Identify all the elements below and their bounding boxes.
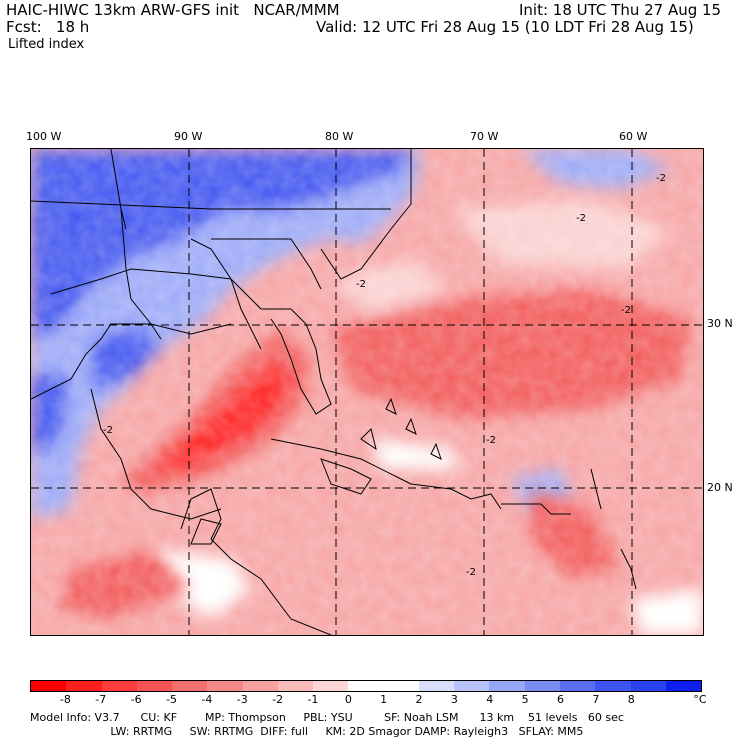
init-time: Init: 18 UTC Thu 27 Aug 15 [519,1,722,19]
color-bar-swatch [630,681,666,691]
map-canvas: -2 -2 -2 -2 -2 -2 -2 [31,149,703,635]
color-bar-swatch [66,681,102,691]
coastlines [31,149,637,635]
color-bar-label: -8 [59,693,71,706]
valid-time: Valid: 12 UTC Fri 28 Aug 15 (10 LDT Fri … [316,18,694,36]
color-bar-label: 0 [344,693,352,706]
lon-label-80w: 80 W [325,130,354,143]
color-bar-label: 5 [521,693,529,706]
color-bar-label: -1 [307,693,319,706]
contour-label: -2 [621,305,631,316]
color-bar-unit: °C [693,693,707,706]
color-bar-swatch [207,681,243,691]
color-bar-swatch [172,681,208,691]
lat-label-20n: 20 N [707,481,733,494]
color-bar-label: -7 [95,693,107,706]
lon-label-90w: 90 W [174,130,203,143]
color-bar-label: -3 [236,693,248,706]
color-bar-label: 8 [627,693,635,706]
color-bar-swatch [313,681,349,691]
color-bar-label: 4 [486,693,494,706]
color-bar-label: 1 [380,693,388,706]
field-texture [31,149,703,635]
color-bar-swatch [383,681,419,691]
color-bar-label: -5 [165,693,177,706]
color-bar-swatch [136,681,173,691]
lon-label-100w: 100 W [26,130,62,143]
color-bar-swatch [277,681,314,691]
contour-label: -2 [656,173,666,184]
color-bar-label: 2 [415,693,423,706]
contour-label: -2 [486,435,496,446]
color-bar-swatch [489,681,525,691]
color-bar-swatch [595,681,631,691]
color-bar [30,680,702,692]
color-bar-swatch [454,681,490,691]
color-bar-label: 7 [592,693,600,706]
lon-label-70w: 70 W [470,130,499,143]
color-bar-swatch [665,681,702,691]
color-bar-swatch [101,681,137,691]
color-bar-label: -6 [130,693,142,706]
color-bar-label: 3 [450,693,458,706]
color-bar-swatch [31,681,67,691]
lifted-index-map: -2 -2 -2 -2 -2 -2 -2 [30,148,704,636]
contour-label: -2 [576,213,586,224]
contour-labels: -2 -2 -2 -2 -2 -2 -2 [103,173,666,578]
color-bar-label: -2 [272,693,284,706]
contour-label: -2 [466,567,476,578]
color-bar-swatch [559,681,596,691]
graticule [31,149,703,635]
color-bar-label: 6 [557,693,565,706]
field-name: Lifted index [8,37,85,52]
color-bar-swatch [524,681,560,691]
color-bar-swatch [348,681,384,691]
color-bar-swatch [418,681,455,691]
contour-label: -2 [103,425,113,436]
color-bar-swatch [242,681,278,691]
color-bar-label: -4 [201,693,213,706]
model-info-line2: LW: RRTMG SW: RRTMG DIFF: full KM: 2D Sm… [30,725,584,738]
model-title: HAIC-HIWC 13km ARW-GFS init NCAR/MMM [6,1,340,19]
contour-label: -2 [356,279,366,290]
lon-label-60w: 60 W [619,130,648,143]
forecast-hour: Fcst: 18 h [6,18,90,36]
model-info-line1: Model Info: V3.7 CU: KF MP: Thompson PBL… [30,711,624,724]
lat-label-30n: 30 N [707,317,733,330]
